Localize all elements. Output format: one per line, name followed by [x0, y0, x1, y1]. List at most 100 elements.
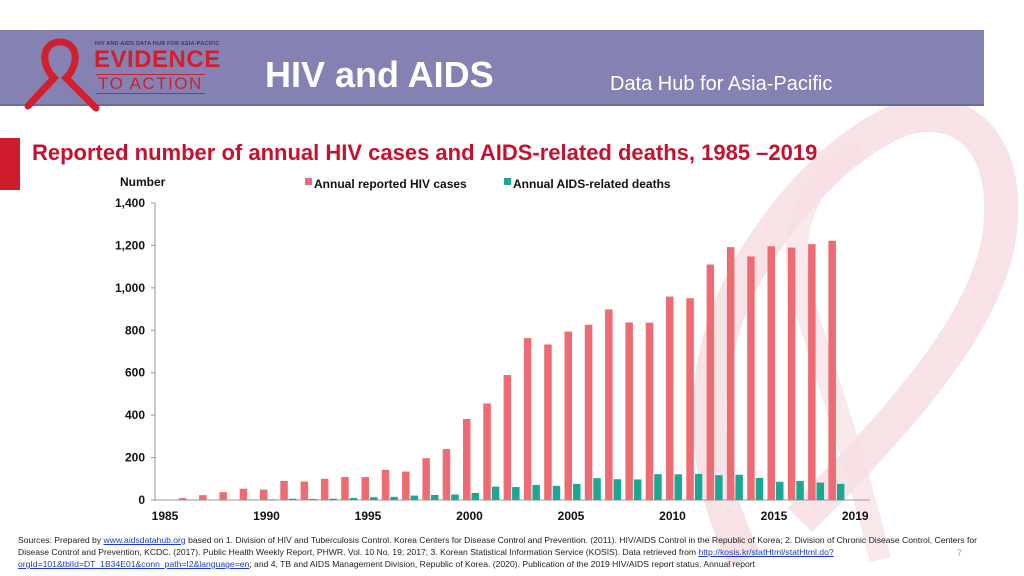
- bar-aids-deaths: [410, 495, 419, 500]
- bar-aids-deaths: [491, 486, 500, 500]
- bar-hiv-cases: [666, 296, 674, 500]
- source-link-kosis[interactable]: http://kosis.kr/statHtml/statHtml.do?org…: [18, 547, 834, 569]
- bar-hiv-cases: [503, 375, 512, 500]
- logo: [0, 30, 250, 112]
- x-tick-label: 2005: [558, 509, 585, 523]
- logo-evidence-text: EVIDENCE: [94, 46, 221, 73]
- y-axis: 0 200 400 600 800 1,000 1,200 1,400: [115, 196, 156, 507]
- header-banner: [0, 30, 984, 106]
- y-tick-label: 200: [125, 451, 145, 465]
- bar-hiv-cases: [726, 247, 735, 500]
- bar-hiv-cases: [422, 458, 430, 500]
- x-tick-label: 2019: [842, 509, 869, 523]
- bar-hiv-cases: [808, 244, 816, 500]
- bar-aids-deaths: [715, 475, 723, 500]
- x-axis: 1985 1990 1995 2000 2005 2010 2015 2019: [152, 499, 870, 523]
- sources-suffix: ; and 4, TB and AIDS Management Division…: [249, 559, 756, 569]
- x-tick-label: 1995: [355, 509, 382, 523]
- bar-aids-deaths: [776, 481, 784, 500]
- bar-hiv-cases: [300, 481, 309, 500]
- bar-aids-deaths: [512, 487, 520, 500]
- bar-hiv-cases: [605, 309, 613, 500]
- bar-hiv-cases: [260, 489, 268, 500]
- sources-middle: based on 1. Division of HIV and Tubercul…: [18, 535, 978, 557]
- red-ribbon-icon: [24, 38, 100, 112]
- bar-hiv-cases: [239, 488, 248, 500]
- bar-hiv-cases: [320, 478, 329, 500]
- y-tick-label: 800: [125, 323, 145, 337]
- bar-hiv-cases: [787, 247, 796, 500]
- bar-hiv-cases: [767, 246, 775, 500]
- bar-hiv-cases: [625, 322, 633, 500]
- bar-hiv-cases: [564, 331, 572, 500]
- y-tick-label: 1,400: [115, 196, 145, 210]
- app-subtitle: Data Hub for Asia-Pacific: [610, 73, 833, 95]
- bar-aids-deaths: [633, 479, 642, 500]
- x-tick-label: 2010: [659, 509, 686, 523]
- bar-hiv-cases: [828, 240, 836, 501]
- bar-aids-deaths: [471, 492, 479, 500]
- bar-aids-deaths: [816, 482, 825, 500]
- y-tick-label: 600: [125, 366, 145, 380]
- bar-aids-deaths: [735, 474, 743, 500]
- bar-hiv-cases: [483, 403, 491, 500]
- x-tick-label: 1985: [152, 509, 179, 523]
- x-tick-label: 2015: [761, 509, 788, 523]
- slide-title: Reported number of annual HIV cases and …: [32, 140, 818, 165]
- bar-hiv-cases: [544, 344, 552, 500]
- legend-swatch-deaths: [504, 178, 511, 185]
- bar-hiv-cases: [341, 476, 349, 500]
- y-axis-label: Number: [120, 175, 166, 189]
- bar-hiv-cases: [747, 256, 755, 500]
- bar-aids-deaths: [329, 498, 337, 500]
- bar-hiv-cases: [463, 418, 471, 500]
- bar-aids-deaths: [836, 483, 845, 500]
- bar-aids-deaths: [694, 473, 703, 500]
- bar-hiv-cases: [178, 498, 187, 500]
- bar-aids-deaths: [370, 497, 378, 500]
- y-tick-label: 1,200: [115, 238, 145, 252]
- chart-legend: Annual reported HIV cases Annual AIDS-re…: [305, 177, 671, 191]
- bar-hiv-cases: [523, 338, 532, 500]
- bar-hiv-cases: [402, 471, 410, 500]
- sources-prefix: Sources: Prepared by: [18, 535, 104, 545]
- y-tick-label: 1,000: [115, 281, 145, 295]
- bar-hiv-cases: [280, 480, 288, 500]
- y-tick-label: 0: [138, 493, 145, 507]
- bar-aids-deaths: [288, 498, 297, 500]
- bar-hiv-cases: [706, 264, 715, 500]
- bar-hiv-cases: [584, 324, 593, 500]
- bar-aids-deaths: [349, 497, 358, 500]
- bar-aids-deaths: [532, 484, 540, 500]
- bar-hiv-cases: [219, 492, 227, 500]
- bar-aids-deaths: [451, 494, 459, 500]
- source-link-aidsdatahub[interactable]: www.aidsdatahub.org: [103, 535, 186, 545]
- bar-aids-deaths: [796, 480, 804, 500]
- bar-aids-deaths: [593, 478, 601, 500]
- data-label-hiv-2019: 1222: [849, 0, 873, 3]
- bar-aids-deaths: [573, 483, 581, 500]
- page-number: 7: [957, 548, 963, 558]
- bar-aids-deaths: [309, 498, 317, 500]
- x-tick-label: 2000: [456, 509, 483, 523]
- bar-aids-deaths: [430, 494, 439, 500]
- bar-aids-deaths: [654, 474, 662, 500]
- sources-note: Sources: Prepared by www.aidsdatahub.org…: [18, 534, 1008, 570]
- bar-hiv-cases: [645, 322, 654, 500]
- x-tick-label: 1990: [253, 509, 280, 523]
- data-label-deaths-2019: 76: [855, 0, 867, 3]
- bar-hiv-cases: [686, 298, 694, 500]
- legend-label-deaths: Annual AIDS-related deaths: [513, 177, 671, 191]
- bar-aids-deaths: [552, 485, 561, 500]
- bars-group: [158, 240, 845, 501]
- bar-aids-deaths: [390, 496, 398, 500]
- y-tick-label: 400: [125, 408, 145, 422]
- bar-hiv-cases: [381, 469, 390, 500]
- bar-hiv-cases: [361, 477, 369, 500]
- bar-hiv-cases: [199, 495, 207, 500]
- legend-swatch-hiv: [305, 178, 312, 185]
- bar-aids-deaths: [613, 479, 622, 500]
- bar-aids-deaths: [268, 499, 276, 500]
- bar-aids-deaths: [674, 474, 682, 500]
